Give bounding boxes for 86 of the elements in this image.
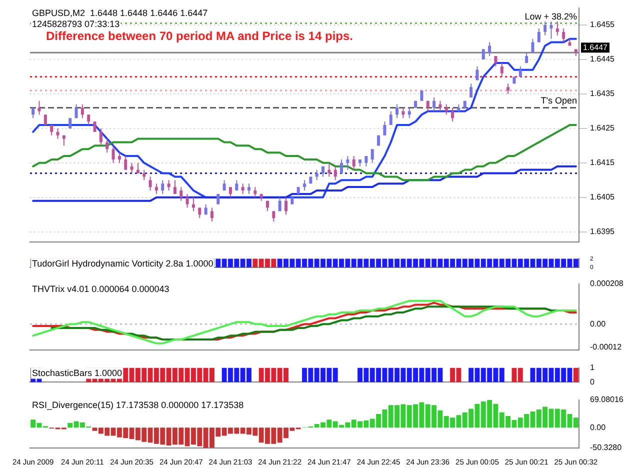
candlestick xyxy=(396,104,399,119)
text: 1245828793 07:33:13 xyxy=(32,18,120,29)
candlestick xyxy=(167,180,170,191)
y-tick-label: -50.3280 xyxy=(590,443,622,452)
candlestick xyxy=(352,156,356,170)
candlestick xyxy=(87,114,90,126)
chart-title: GBPUSD,M2 1.6448 1.6448 1.6446 1.6447 xyxy=(32,8,208,18)
candlestick xyxy=(494,56,498,67)
y-tick-label: 1.6435 xyxy=(590,89,616,98)
y-tick-label: 1.6445 xyxy=(590,54,616,64)
y-tick-label: 0.000208 xyxy=(590,279,624,288)
candlestick xyxy=(228,186,232,198)
candlestick xyxy=(272,210,276,222)
y-tick-label: 1.6455 xyxy=(590,20,616,30)
ref-line-label: 1.6447 xyxy=(583,42,608,52)
chart-title: RSI_Divergence(15) 17.173538 0.000000 17.173538 xyxy=(32,400,244,410)
candlestick xyxy=(93,121,96,132)
candlestick xyxy=(106,138,109,154)
candlestick xyxy=(186,193,189,208)
chart-title: StochasticBars 1.0000 xyxy=(32,368,122,378)
candlestick xyxy=(451,107,454,122)
candlestick xyxy=(50,124,54,136)
candlestick xyxy=(235,180,238,191)
candlestick xyxy=(476,66,479,81)
candlestick xyxy=(210,207,214,222)
y-tick-label: 0.00 xyxy=(590,422,606,432)
y-tick-label: 69.08016 xyxy=(590,395,624,404)
candlestick xyxy=(118,152,121,164)
candlestick xyxy=(550,21,553,40)
candlestick xyxy=(112,145,115,164)
candlestick xyxy=(556,21,559,36)
candlestick xyxy=(180,186,183,202)
y-tick-label: 0.00 xyxy=(590,319,606,328)
candlestick xyxy=(389,110,392,126)
candlestick xyxy=(500,62,504,78)
candlestick xyxy=(364,156,368,167)
candlestick xyxy=(136,162,140,174)
annotation: Difference between 70 period MA and Price is 14 pips. xyxy=(46,29,353,44)
candlestick xyxy=(278,196,282,212)
candlestick xyxy=(340,158,344,174)
y-tick-label: 0 xyxy=(590,377,595,386)
candlestick xyxy=(148,176,152,191)
candlestick xyxy=(198,207,202,219)
candlestick xyxy=(68,118,72,129)
candlestick xyxy=(408,107,411,119)
candlestick xyxy=(247,183,250,194)
candlestick xyxy=(383,121,386,136)
y-tick-label: 1.6405 xyxy=(590,192,616,202)
candlestick xyxy=(432,96,436,112)
y-tick-label: 1.6395 xyxy=(590,227,616,236)
y-tick-label: 1 xyxy=(590,363,595,372)
candlestick xyxy=(254,186,257,198)
candlestick xyxy=(525,52,528,64)
candlestick xyxy=(506,83,510,94)
candlestick xyxy=(303,180,306,191)
candlestick xyxy=(124,156,128,170)
ref-line-label: Low + 38.2% xyxy=(524,11,577,22)
candlestick xyxy=(544,21,547,36)
candlestick xyxy=(346,156,350,170)
candlestick xyxy=(334,166,337,181)
y-tick-label: 1.6415 xyxy=(590,158,616,168)
candlestick xyxy=(370,148,374,164)
candlestick xyxy=(537,28,540,43)
candlestick xyxy=(470,83,473,98)
candlestick xyxy=(438,100,442,112)
candlestick xyxy=(80,104,84,119)
candlestick xyxy=(161,180,164,194)
candlestick xyxy=(562,28,566,43)
ref-line-label: T's Open xyxy=(540,96,577,106)
candlestick xyxy=(284,196,288,216)
chart-title: THVTrix v4.01 0.000064 0.000043 xyxy=(32,284,170,294)
candlestick xyxy=(488,42,492,57)
candlestick xyxy=(74,104,78,119)
candlestick xyxy=(130,162,134,174)
candlestick xyxy=(173,180,176,194)
candlestick xyxy=(420,90,424,102)
candlestick xyxy=(222,180,226,191)
candlestick xyxy=(154,183,158,194)
candlestick xyxy=(99,128,102,146)
candlestick xyxy=(328,162,331,178)
candlestick xyxy=(402,107,405,119)
y-tick-label: 1.6425 xyxy=(590,124,616,133)
y-tick-label: -0.00012 xyxy=(590,342,622,352)
candlestick xyxy=(56,128,60,140)
candlestick xyxy=(241,183,244,194)
candlestick xyxy=(531,38,534,54)
